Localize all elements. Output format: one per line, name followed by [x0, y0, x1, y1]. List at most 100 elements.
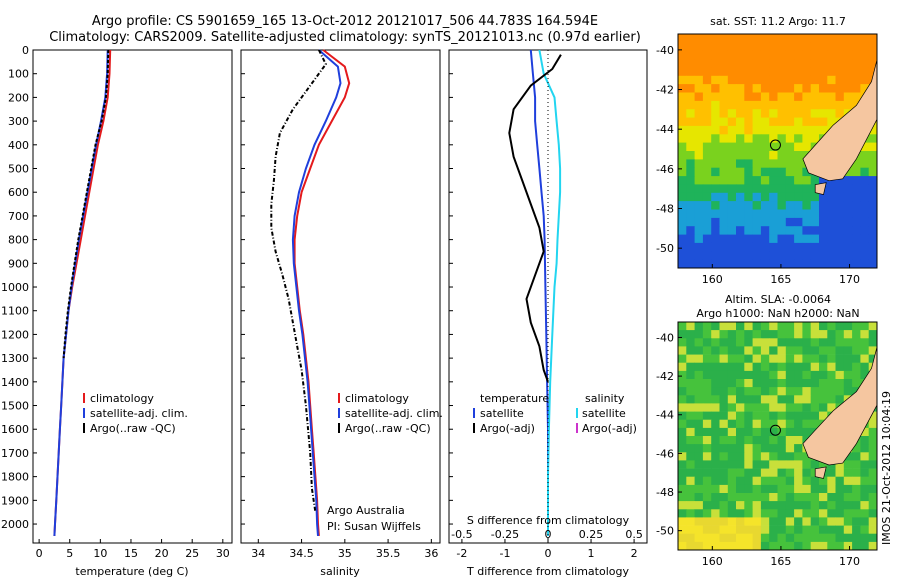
- map-cell: [736, 411, 745, 421]
- map-cell: [860, 370, 870, 380]
- map-cell: [711, 419, 720, 429]
- title-line-2: Climatology: CARS2009. Satellite-adjuste…: [49, 30, 641, 45]
- map-cell: [719, 201, 729, 210]
- map-y-tick-label: -44: [656, 409, 674, 422]
- difference-series: [508, 49, 562, 543]
- map-cell: [794, 75, 803, 85]
- map-cell: [727, 525, 737, 535]
- map-cell: [744, 100, 753, 110]
- map-cell: [843, 75, 853, 85]
- depth-tick-label: 400: [8, 139, 29, 152]
- map-cell: [760, 151, 770, 160]
- sla-map: 160 165 170 -40 -42 -44 -46 -48 -50: [656, 321, 878, 568]
- map-cell: [852, 192, 861, 202]
- map-cell: [719, 427, 729, 437]
- map-cell: [868, 59, 878, 68]
- map-cell: [694, 176, 704, 185]
- map-cell: [760, 541, 770, 551]
- temperature-tick-labels: 0 5 10 15 20 25 30: [36, 539, 230, 560]
- map-cell: [777, 460, 787, 469]
- map-cell: [702, 379, 712, 388]
- map-cell: [711, 452, 720, 461]
- map-cell: [727, 109, 737, 118]
- map-cell: [752, 362, 762, 372]
- map-cell: [678, 251, 687, 261]
- map-cell: [694, 533, 704, 543]
- salinity-difference-tick-labels: -0.5 -0.25 0 0.25 0.5: [451, 528, 643, 541]
- map-cell: [769, 370, 778, 380]
- map-cell: [727, 84, 737, 93]
- map-cell: [777, 67, 787, 77]
- map-cell: [794, 142, 803, 152]
- map-cell: [819, 322, 828, 331]
- map-cell: [736, 100, 745, 110]
- map-cell: [860, 427, 870, 437]
- map-cell: [711, 370, 720, 380]
- map-cell: [819, 338, 828, 347]
- map-cell: [777, 452, 787, 461]
- land-mass: [802, 347, 878, 466]
- salinity-series: [270, 49, 351, 536]
- map-cell: [727, 493, 737, 502]
- map-cell: [686, 50, 695, 60]
- map-cell: [819, 403, 828, 412]
- map-cell: [686, 468, 695, 478]
- map-cell: [678, 59, 687, 68]
- map-cell: [744, 201, 753, 210]
- map-cell: [752, 100, 762, 110]
- map-cell: [794, 259, 803, 269]
- map-y-tick-label: -42: [656, 84, 674, 97]
- map-cell: [736, 92, 745, 102]
- map-cell: [727, 142, 737, 152]
- map-cell: [785, 251, 795, 261]
- map-cell: [819, 533, 828, 543]
- map-cell: [794, 501, 803, 510]
- x-tick-label: 34.5: [289, 547, 314, 560]
- map-cell: [827, 259, 836, 269]
- map-cell: [711, 517, 720, 526]
- map-cell: [736, 159, 745, 169]
- map-cell: [777, 533, 787, 543]
- map-cell: [719, 209, 729, 219]
- map-cell: [702, 322, 712, 331]
- map-cell: [868, 242, 878, 252]
- map-cell: [769, 34, 778, 43]
- map-cell: [694, 242, 704, 252]
- map-cell: [769, 362, 778, 372]
- map-cell: [802, 109, 812, 118]
- map-cell: [852, 167, 861, 177]
- map-cell: [835, 67, 845, 77]
- map-cell: [852, 330, 861, 339]
- map-cell: [719, 322, 729, 331]
- map-cell: [777, 468, 787, 478]
- map-cell: [835, 395, 845, 404]
- map-cell: [835, 84, 845, 93]
- map-cell: [736, 354, 745, 364]
- map-cell: [868, 452, 878, 461]
- map-cell: [810, 493, 820, 502]
- map-cell: [719, 354, 729, 364]
- map-cell: [678, 387, 687, 396]
- map-cell: [702, 151, 712, 160]
- depth-tick-label: 1700: [1, 447, 29, 460]
- map-cell: [769, 403, 778, 412]
- map-cell: [785, 259, 795, 269]
- map-cell: [852, 84, 861, 93]
- map-cell: [702, 411, 712, 421]
- map-cell: [827, 234, 836, 244]
- map-cell: [727, 50, 737, 60]
- map-cell: [686, 59, 695, 68]
- map-cell: [835, 501, 845, 510]
- map-cell: [835, 346, 845, 355]
- map-cell: [769, 167, 778, 177]
- map-cell: [777, 322, 787, 331]
- argo-position-marker: [769, 424, 781, 436]
- map-cell: [736, 109, 745, 118]
- map-cell: [819, 501, 828, 510]
- map-cell: [686, 142, 695, 152]
- map-cell: [777, 346, 787, 355]
- map-cell: [744, 501, 753, 510]
- map-cell: [719, 541, 729, 551]
- map-cell: [686, 100, 695, 110]
- map-cell: [777, 436, 787, 445]
